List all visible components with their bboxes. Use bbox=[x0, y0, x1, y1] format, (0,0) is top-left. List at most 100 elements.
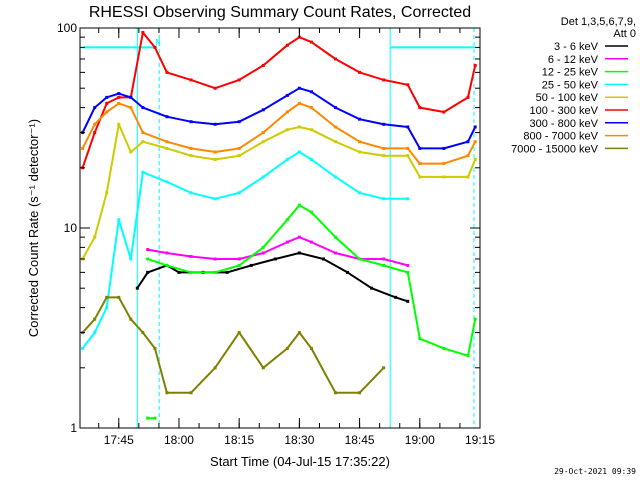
series-4-point-10 bbox=[261, 140, 265, 144]
series-line-7 bbox=[81, 102, 477, 165]
series-7-point-0 bbox=[81, 146, 85, 150]
series-3-point-15 bbox=[358, 191, 362, 195]
series-1-point-2 bbox=[189, 255, 193, 259]
series-3-point-9 bbox=[237, 191, 241, 195]
series-8-point-2 bbox=[105, 295, 109, 299]
series-5-point-16 bbox=[358, 70, 362, 74]
series-5-point-11 bbox=[261, 63, 265, 67]
legend-label-2: 12 - 25 keV bbox=[542, 67, 599, 79]
series-8-point-4 bbox=[129, 317, 133, 321]
series-4-point-18 bbox=[418, 175, 422, 179]
x-tick-label-4: 18:45 bbox=[345, 433, 375, 447]
series-2-point-11 bbox=[382, 263, 386, 267]
x-tick-label-0: 17:45 bbox=[104, 433, 134, 447]
series-8-point-15 bbox=[334, 391, 338, 395]
series-0-point-6 bbox=[249, 263, 253, 267]
series-4-point-20 bbox=[466, 175, 470, 179]
series-3-point-17 bbox=[406, 197, 410, 201]
series-4-point-2 bbox=[105, 191, 109, 195]
series-3-point-16 bbox=[382, 197, 386, 201]
series-7-point-4 bbox=[129, 106, 133, 110]
series-3-point-6 bbox=[165, 180, 169, 184]
series-6-point-20 bbox=[466, 140, 470, 144]
series-7-point-13 bbox=[309, 106, 313, 110]
series-4-point-11 bbox=[285, 128, 289, 132]
series-6-point-6 bbox=[165, 115, 169, 119]
series-3-point-12 bbox=[297, 150, 301, 154]
series-7-point-15 bbox=[358, 140, 362, 144]
series-3-point-4 bbox=[129, 257, 133, 261]
series-8-point-9 bbox=[213, 366, 217, 370]
legend-label-4: 50 - 100 keV bbox=[536, 92, 599, 104]
series-1-point-9 bbox=[334, 251, 338, 255]
series-8-point-10 bbox=[237, 331, 241, 335]
series-7-point-17 bbox=[406, 146, 410, 150]
y-axis-label: Corrected Count Rate (s⁻¹ detector⁻¹) bbox=[26, 119, 41, 337]
series-2-point-12 bbox=[406, 270, 410, 274]
legend-header-line-2: Att 0 bbox=[613, 28, 636, 40]
series-line-8 bbox=[81, 296, 385, 394]
series-6-point-13 bbox=[309, 90, 313, 94]
series-3-point-10 bbox=[261, 175, 265, 179]
legend-label-0: 3 - 6 keV bbox=[554, 41, 599, 53]
series-2-point-10 bbox=[358, 257, 362, 261]
series-1-point-1 bbox=[165, 251, 169, 255]
series-6-point-15 bbox=[358, 117, 362, 121]
series-0-point-13 bbox=[406, 299, 410, 303]
series-3-point-0 bbox=[81, 346, 85, 350]
series-4-point-3 bbox=[117, 122, 121, 126]
series-3-point-7 bbox=[189, 191, 193, 195]
series-5-point-19 bbox=[418, 106, 422, 110]
series-3-point-1 bbox=[93, 331, 97, 335]
y-axis-ticks: 1 10 100 bbox=[57, 21, 480, 435]
legend-label-8: 7000 - 15000 keV bbox=[511, 143, 599, 155]
series-2-point-2 bbox=[189, 270, 193, 274]
series-1-point-8 bbox=[309, 240, 313, 244]
flag-label: N bbox=[155, 38, 160, 48]
series-4-point-13 bbox=[309, 128, 313, 132]
series-7-point-5 bbox=[141, 131, 145, 135]
series-8-point-6 bbox=[153, 346, 157, 350]
series-0-point-7 bbox=[273, 257, 277, 261]
series-0-point-1 bbox=[146, 270, 150, 274]
series-5-point-18 bbox=[406, 83, 410, 87]
series-2-point-6 bbox=[285, 218, 289, 222]
series-6-point-18 bbox=[418, 146, 422, 150]
series-5-point-1 bbox=[93, 131, 97, 135]
series-6-point-17 bbox=[406, 125, 410, 129]
series-8-point-1 bbox=[93, 317, 97, 321]
series-4-point-5 bbox=[141, 140, 145, 144]
series-6-point-1 bbox=[93, 106, 97, 110]
series-6-point-16 bbox=[382, 122, 386, 126]
series-6-point-10 bbox=[261, 108, 265, 112]
y-tick-label-2: 100 bbox=[57, 21, 77, 35]
series-4-point-16 bbox=[382, 154, 386, 158]
series-0-point-10 bbox=[346, 270, 350, 274]
chart-title: RHESSI Observing Summary Count Rates, Co… bbox=[89, 4, 471, 21]
series-7-point-16 bbox=[382, 146, 386, 150]
legend-label-6: 300 - 800 keV bbox=[530, 118, 599, 130]
series-2-point-0 bbox=[146, 257, 150, 261]
series-5-point-17 bbox=[382, 78, 386, 82]
series-8-point-5 bbox=[141, 331, 145, 335]
series-5-point-10 bbox=[237, 78, 241, 82]
series-1-point-5 bbox=[261, 251, 265, 255]
series-7-point-20 bbox=[466, 154, 470, 158]
series-5-point-22 bbox=[473, 63, 477, 67]
series-8-point-16 bbox=[358, 391, 362, 395]
series-1-point-3 bbox=[213, 257, 217, 261]
series-5-point-6 bbox=[153, 45, 157, 49]
series-6-point-4 bbox=[129, 95, 133, 99]
series-line-4 bbox=[81, 123, 477, 260]
series-8-point-11 bbox=[261, 366, 265, 370]
series-6-point-7 bbox=[189, 120, 193, 124]
series-7-point-14 bbox=[334, 125, 338, 129]
series-0-point-0 bbox=[135, 286, 139, 290]
legend-label-7: 800 - 7000 keV bbox=[523, 131, 598, 143]
series-6-point-9 bbox=[237, 120, 241, 124]
x-tick-label-2: 18:15 bbox=[224, 433, 254, 447]
series-4-point-9 bbox=[237, 154, 241, 158]
series-5-point-21 bbox=[466, 95, 470, 99]
